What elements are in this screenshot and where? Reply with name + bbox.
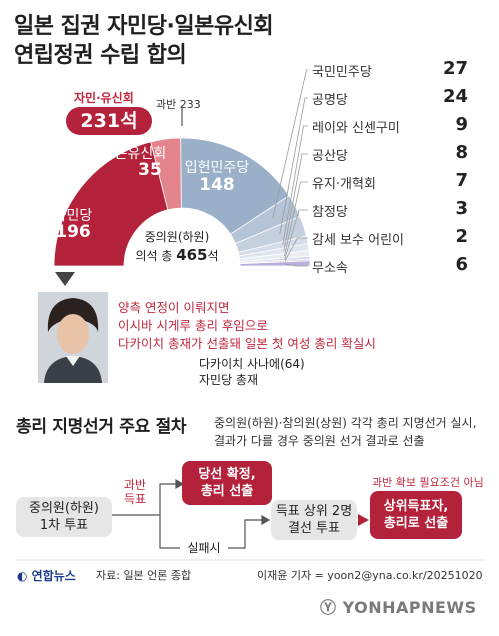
party-seat-count: 2 <box>455 226 468 247</box>
seat-segment <box>239 260 311 267</box>
legend-connector-line <box>272 69 308 218</box>
watermark-icon: Ⓨ <box>320 598 337 617</box>
final-elected-box: 상위득표자, 총리로 선출 <box>370 491 462 539</box>
legend-connector-line <box>283 153 308 251</box>
news-line-2: 이시바 시게루 총리 후임으로 <box>118 318 268 333</box>
party-seat-count: 27 <box>442 58 468 79</box>
legend-connector-line <box>284 263 308 267</box>
condition-note: 과반 확보 필요조건 아님 <box>372 476 484 489</box>
seat-arc-group <box>53 137 311 267</box>
chart-center-label: 중의원(하원) <box>144 230 210 244</box>
majority-label: 과반 233 <box>156 98 201 111</box>
party-name: 레이와 신센구미 <box>312 121 400 136</box>
page-title: 일본 집권 자민당·일본유신회 연립정권 수립 합의 <box>14 12 274 70</box>
procedure-desc-1: 중의원(하원)·참의원(상원) 각각 총리 지명선거 실시, <box>214 416 477 430</box>
party-seat-count: 9 <box>455 114 468 135</box>
first-vote-box: 중의원(하원) 1차 투표 <box>16 497 112 537</box>
coalition-label: 자민·유신회 <box>74 91 134 105</box>
party-name: 공산당 <box>312 149 348 164</box>
party-seat-count: 3 <box>455 198 468 219</box>
fail-label: 실패시 <box>180 541 228 555</box>
legend-connector-line <box>282 125 308 245</box>
party-name: 국민민주당 <box>312 65 372 80</box>
procedure-desc-2: 결과가 다를 경우 중의원 선거 결과로 선출 <box>214 434 425 448</box>
procedure-title: 총리 지명선거 주요 절차 <box>16 417 187 437</box>
chart-center-total: 의석 총 465석 <box>135 246 219 264</box>
majority-vote-label: 과반 득표 <box>123 478 147 506</box>
news-line-1: 양측 연정이 이뤄지면 <box>118 300 230 315</box>
elected-box: 당선 확정, 총리 선출 <box>182 461 272 505</box>
credit-text: 이재윤 기자 = yoon2@yna.co.kr/20251020 <box>257 569 483 582</box>
yonhap-logo: ◐ 연합뉴스 <box>17 569 76 583</box>
party-seat-count: 8 <box>455 142 468 163</box>
party-name: 참정당 <box>312 205 348 220</box>
legend-connector-line <box>279 97 308 234</box>
segment-value-ldp: 196 <box>55 222 91 242</box>
person-role: 자민당 총재 <box>199 373 259 387</box>
segment-label-cdp: 입헌민주당 <box>184 160 250 176</box>
source-text: 자료: 일본 언론 종합 <box>96 569 192 582</box>
runoff-box: 득표 상위 2명 결선 투표 <box>271 500 357 540</box>
legend-connectors <box>272 69 308 267</box>
segment-label-ishin: 일본유신회 <box>101 146 167 162</box>
person-name: 다카이치 사나에(64) <box>199 357 305 371</box>
down-arrow-icon <box>55 272 75 286</box>
party-seat-count: 6 <box>455 254 468 275</box>
party-name: 유지·개혁회 <box>312 177 376 192</box>
portrait-photo <box>38 292 108 383</box>
watermark: Ⓨ YONHAPNEWS <box>320 598 477 617</box>
flow-arrows <box>112 478 369 549</box>
title-line-1: 일본 집권 자민당·일본유신회 <box>14 14 274 39</box>
party-name: 감세 보수 어린이 <box>312 233 404 248</box>
logo-icon: ◐ <box>17 569 28 583</box>
seat-segment <box>53 141 169 267</box>
party-seat-count: 24 <box>442 86 468 107</box>
coalition-seats-badge: 231석 <box>66 107 152 135</box>
title-line-2: 연립정권 수립 합의 <box>14 43 187 68</box>
segment-value-ishin: 35 <box>138 160 162 180</box>
party-seat-count: 7 <box>455 170 468 191</box>
legend-connector-line <box>284 209 308 260</box>
segment-label-ldp: 자민당 <box>53 208 93 224</box>
legend-connector-line <box>284 181 308 257</box>
segment-value-cdp: 148 <box>199 175 235 195</box>
party-name: 무소속 <box>312 261 348 276</box>
party-name: 공명당 <box>312 93 348 108</box>
news-line-3: 다카이치 총재가 선출돼 일본 첫 여성 총리 확실시 <box>118 336 376 351</box>
legend-connector-line <box>284 237 308 262</box>
